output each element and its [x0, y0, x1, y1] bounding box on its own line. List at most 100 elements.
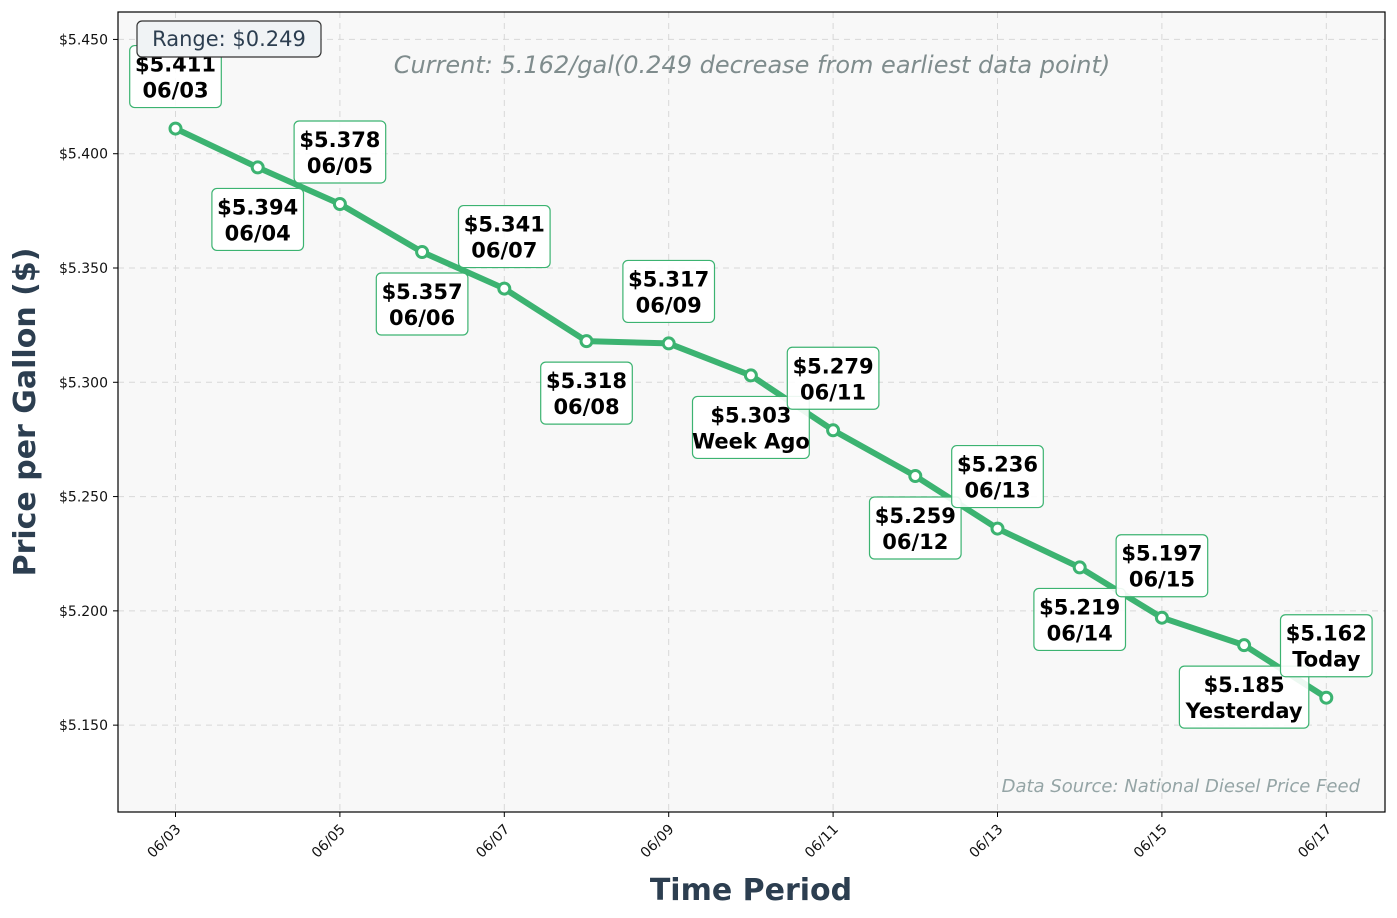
y-tick-label: $5.150: [59, 718, 108, 734]
y-axis-title: Price per Gallon ($): [8, 248, 43, 577]
data-label-box: [1178, 665, 1310, 729]
data-label-price: $5.162: [1286, 622, 1367, 646]
data-label-box: [951, 444, 1044, 509]
source-note: Data Source: National Diesel Price Feed: [1002, 776, 1361, 797]
data-label-date: 06/12: [882, 530, 948, 554]
data-point: [497, 281, 512, 296]
data-label-price: $5.236: [957, 453, 1038, 477]
data-label-date: 06/06: [389, 306, 455, 330]
range-badge-box: [136, 20, 322, 58]
data-point: [743, 368, 758, 383]
data-label-price: $5.317: [628, 267, 709, 291]
subtitle: Current: 5.162/gal(0.249 decrease from e…: [394, 51, 1111, 79]
data-point: [1072, 560, 1087, 575]
data-label-date: 06/09: [636, 293, 702, 317]
data-point: [579, 334, 594, 349]
data-label-box: [1115, 534, 1209, 598]
data-label-box: [211, 187, 305, 252]
x-tick-label: 06/05: [309, 822, 349, 862]
data-label-date: 06/11: [800, 380, 866, 404]
data-label-box: [1033, 587, 1127, 652]
data-label-date: Yesterday: [1185, 699, 1303, 723]
y-tick-label: $5.200: [59, 604, 108, 620]
data-label-date: 06/13: [964, 479, 1030, 503]
data-point: [661, 336, 676, 351]
data-label-box: [457, 204, 551, 269]
range-badge-text: Range: $0.249: [152, 27, 306, 51]
series-line-layer: [168, 121, 1334, 705]
y-tick-label: $5.400: [59, 147, 108, 163]
x-axis-title: Time Period: [650, 873, 852, 908]
x-tick-label: 06/15: [1131, 822, 1171, 862]
data-point: [908, 469, 923, 483]
data-label-price: $5.341: [464, 213, 545, 237]
data-label-price: $5.318: [546, 369, 627, 393]
data-point: [1237, 638, 1252, 653]
y-tick-label: $5.450: [59, 32, 108, 48]
data-label-price: $5.303: [710, 403, 791, 427]
data-label-price: $5.279: [793, 354, 874, 378]
range-badge: Range: $0.249: [136, 20, 322, 58]
plot-frame: [117, 11, 1386, 813]
data-point: [250, 160, 265, 175]
data-label-date: 06/14: [1047, 621, 1113, 645]
data-point: [1154, 610, 1169, 625]
data-label-price: $5.259: [875, 504, 956, 528]
x-ticks: 06/03 06/05 06/07 06/09 06/11 06/13 06/15 06/17: [144, 812, 1335, 861]
data-point: [415, 245, 430, 259]
data-label-date: 06/05: [307, 154, 373, 178]
data-label-price: $5.394: [217, 195, 298, 219]
x-tick-label: 06/03: [144, 822, 184, 862]
data-label-date: 06/03: [142, 79, 208, 103]
data-label-box: [540, 361, 633, 425]
data-label-date: 06/04: [225, 221, 291, 245]
data-label-price: $5.219: [1039, 595, 1120, 619]
data-labels: $5.41106/03$5.39406/04$5.37806/05$5.3570…: [129, 44, 1373, 729]
data-label-price: $5.378: [299, 128, 380, 152]
y-tick-label: $5.250: [59, 490, 108, 506]
data-label-box: [868, 496, 962, 560]
x-tick-label: 06/17: [1295, 822, 1335, 862]
y-tick-label: $5.300: [59, 375, 108, 391]
data-label-price: $5.185: [1204, 673, 1285, 697]
data-label-box: [622, 259, 716, 324]
x-tick-label: 06/09: [638, 822, 678, 862]
data-point: [332, 197, 347, 211]
data-label-price: $5.357: [382, 280, 463, 304]
grid: [118, 12, 1385, 812]
x-tick-label: 06/13: [966, 822, 1006, 862]
data-label-date: 06/08: [553, 395, 619, 419]
y-ticks: $5.150 $5.200 $5.250 $5.300 $5.350 $5.400 $5.4…: [59, 32, 118, 734]
y-tick-label: $5.350: [59, 261, 108, 277]
data-point: [990, 521, 1005, 536]
data-label-box: [375, 272, 469, 336]
data-label-date: Week Ago: [692, 429, 810, 453]
data-point: [1319, 690, 1334, 705]
data-label-box: [691, 395, 810, 460]
data-point: [826, 423, 841, 438]
data-label-box: [1279, 614, 1373, 678]
data-label-price: $5.197: [1121, 542, 1202, 566]
x-tick-label: 06/11: [802, 822, 842, 862]
x-tick-label: 06/07: [473, 822, 513, 862]
data-label-date: 06/15: [1129, 568, 1195, 592]
data-label-box: [293, 120, 387, 184]
data-label-date: 06/07: [471, 239, 537, 263]
data-label-box: [786, 346, 880, 410]
data-point: [168, 121, 183, 136]
data-label-date: Today: [1292, 648, 1361, 672]
